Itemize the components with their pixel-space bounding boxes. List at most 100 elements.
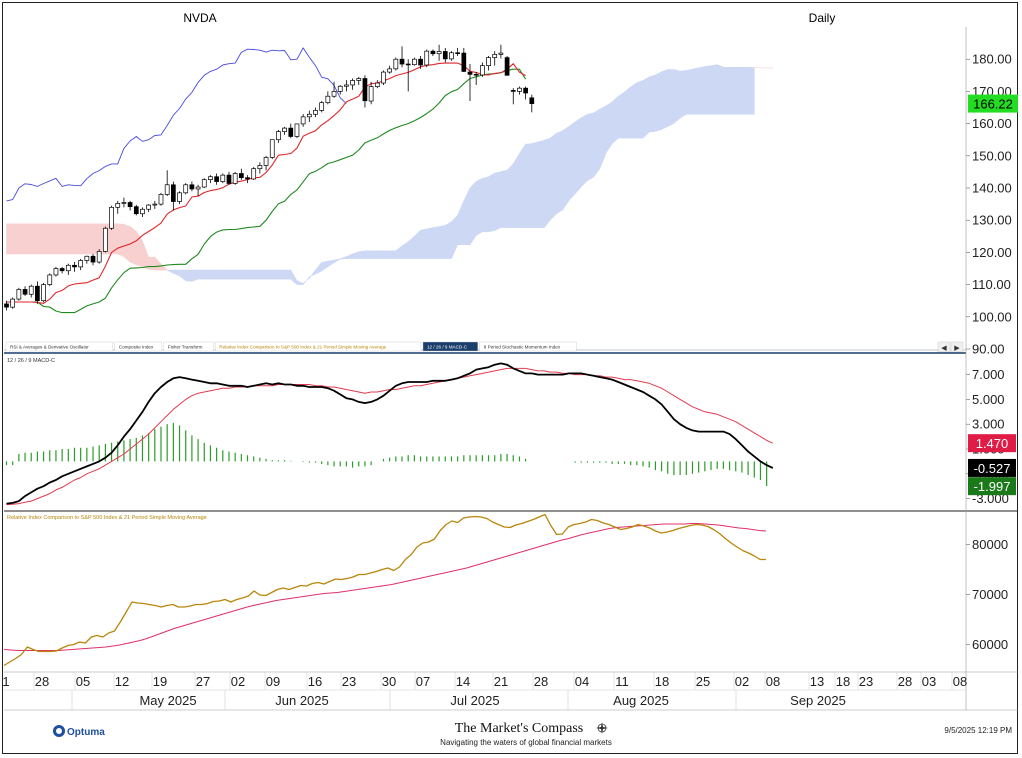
- tab-scroll-left-button[interactable]: ◀: [937, 341, 951, 353]
- candle-body: [405, 63, 411, 66]
- cloud-segment: [49, 223, 57, 255]
- candle: [152, 200, 158, 209]
- cloud-segment: [327, 259, 335, 268]
- candle-body: [473, 73, 479, 76]
- cloud-segment: [568, 121, 576, 202]
- cloud-segment: [457, 200, 465, 245]
- cloud-segment: [284, 269, 292, 280]
- candle: [10, 297, 16, 309]
- candle-body: [418, 58, 423, 66]
- chevron-left-icon: ◀: [941, 345, 947, 352]
- candle: [412, 57, 417, 66]
- candle: [201, 178, 207, 188]
- candle-body: [146, 204, 151, 210]
- cloud-segment: [704, 65, 712, 115]
- date-axis: 1 28 05 12 19 27 02 09 16 23 30 07 14 21 28 04 11 18 25 02 0…: [2, 671, 1018, 711]
- candle-body: [177, 192, 182, 202]
- cloud-segment: [321, 260, 329, 272]
- candle-body: [140, 208, 145, 215]
- indicator-tab-strip: RSI & Averages & Derivative Oscillator Co…: [4, 341, 966, 353]
- cloud-segment: [173, 269, 180, 277]
- macd-tick-label: 3.000: [972, 417, 1005, 432]
- candle: [473, 72, 479, 85]
- tab-background: [5, 341, 114, 352]
- cloud-segment: [154, 256, 162, 271]
- candle-body: [412, 58, 417, 66]
- candle: [72, 262, 77, 272]
- tab-scroll-right-button[interactable]: ▶: [950, 341, 964, 353]
- indicator-tab[interactable]: Composite Index: [114, 341, 163, 352]
- indicator-tab[interactable]: RSI & Averages & Derivative Oscillator: [5, 341, 114, 352]
- candle: [232, 171, 238, 185]
- chevron-right-icon: ▶: [954, 345, 960, 352]
- candle: [158, 192, 164, 206]
- candle-body: [344, 84, 349, 87]
- candle-body: [368, 86, 374, 102]
- tab-background: [215, 341, 422, 352]
- symbol-title: NVDA: [183, 11, 216, 25]
- tab-label: Relative Index Comparison to S&P 500 Ind…: [219, 345, 386, 350]
- candle-body: [300, 116, 306, 125]
- cloud-segment: [339, 256, 347, 260]
- indicator-tab[interactable]: 8 Period Stochastic Momentum Index: [479, 341, 577, 352]
- candle: [276, 130, 281, 143]
- candle-body: [492, 54, 498, 58]
- indicator-tab[interactable]: Fisher Transform: [163, 341, 214, 352]
- cloud-segment: [519, 143, 526, 228]
- candle: [103, 226, 108, 253]
- price-tick-label: 100.00: [972, 309, 1012, 324]
- candle: [418, 55, 423, 69]
- candle: [510, 88, 516, 105]
- candle-body: [152, 203, 158, 206]
- candle-body: [455, 52, 460, 55]
- cloud-segment: [309, 269, 316, 280]
- day-tick-label: 28: [898, 674, 912, 689]
- day-tick-label: 21: [494, 674, 508, 689]
- candle: [467, 64, 473, 102]
- candle-body: [214, 176, 219, 182]
- day-tick-label: 19: [153, 674, 167, 689]
- cloud-segment: [92, 223, 100, 255]
- cloud-segment: [61, 223, 69, 255]
- day-tick-label: 18: [836, 674, 850, 689]
- candle-body: [313, 110, 318, 115]
- cloud-segment: [624, 86, 631, 139]
- candle-body: [4, 303, 9, 308]
- cloud-segment: [253, 269, 261, 280]
- macd-value-label: 1.470: [976, 436, 1009, 451]
- macd-pane: 12 / 26 / 9 MACD-C -3.000-1.0001.0003.00…: [5, 358, 1016, 506]
- candle: [300, 113, 306, 127]
- cloud-segment: [599, 105, 607, 169]
- indicator-tab[interactable]: Relative Index Comparison to S&P 500 Ind…: [215, 341, 422, 352]
- candle-body: [449, 52, 454, 60]
- candle: [195, 184, 201, 197]
- candle: [461, 47, 467, 73]
- price-tick-label: 150.00: [972, 148, 1012, 163]
- cloud-segment: [512, 152, 520, 228]
- cloud-segment: [302, 276, 310, 286]
- candle: [362, 75, 368, 108]
- candle: [238, 168, 244, 180]
- cloud-segment: [537, 139, 545, 228]
- candle-body: [84, 255, 90, 261]
- candle: [269, 139, 275, 160]
- candle: [226, 171, 232, 185]
- candle-body: [393, 58, 399, 70]
- cloud-segment: [710, 64, 718, 115]
- candle-body: [294, 123, 300, 137]
- candle: [399, 46, 405, 68]
- candle: [171, 181, 176, 211]
- cloud-segment: [729, 66, 737, 115]
- candle: [65, 263, 71, 275]
- indicator-tab[interactable]: 12 / 26 / 9 MACD-C: [422, 341, 478, 352]
- relative-tick-label: 60000: [972, 637, 1008, 652]
- candle: [214, 173, 219, 185]
- candle-body: [78, 260, 84, 268]
- cloud-segment: [673, 69, 681, 124]
- candle-body: [319, 102, 325, 111]
- candle-body: [28, 285, 34, 295]
- cloud-segment: [735, 66, 743, 115]
- day-tick-label: 1: [2, 674, 9, 689]
- candle-body: [245, 177, 250, 180]
- cloud-segment: [247, 269, 254, 280]
